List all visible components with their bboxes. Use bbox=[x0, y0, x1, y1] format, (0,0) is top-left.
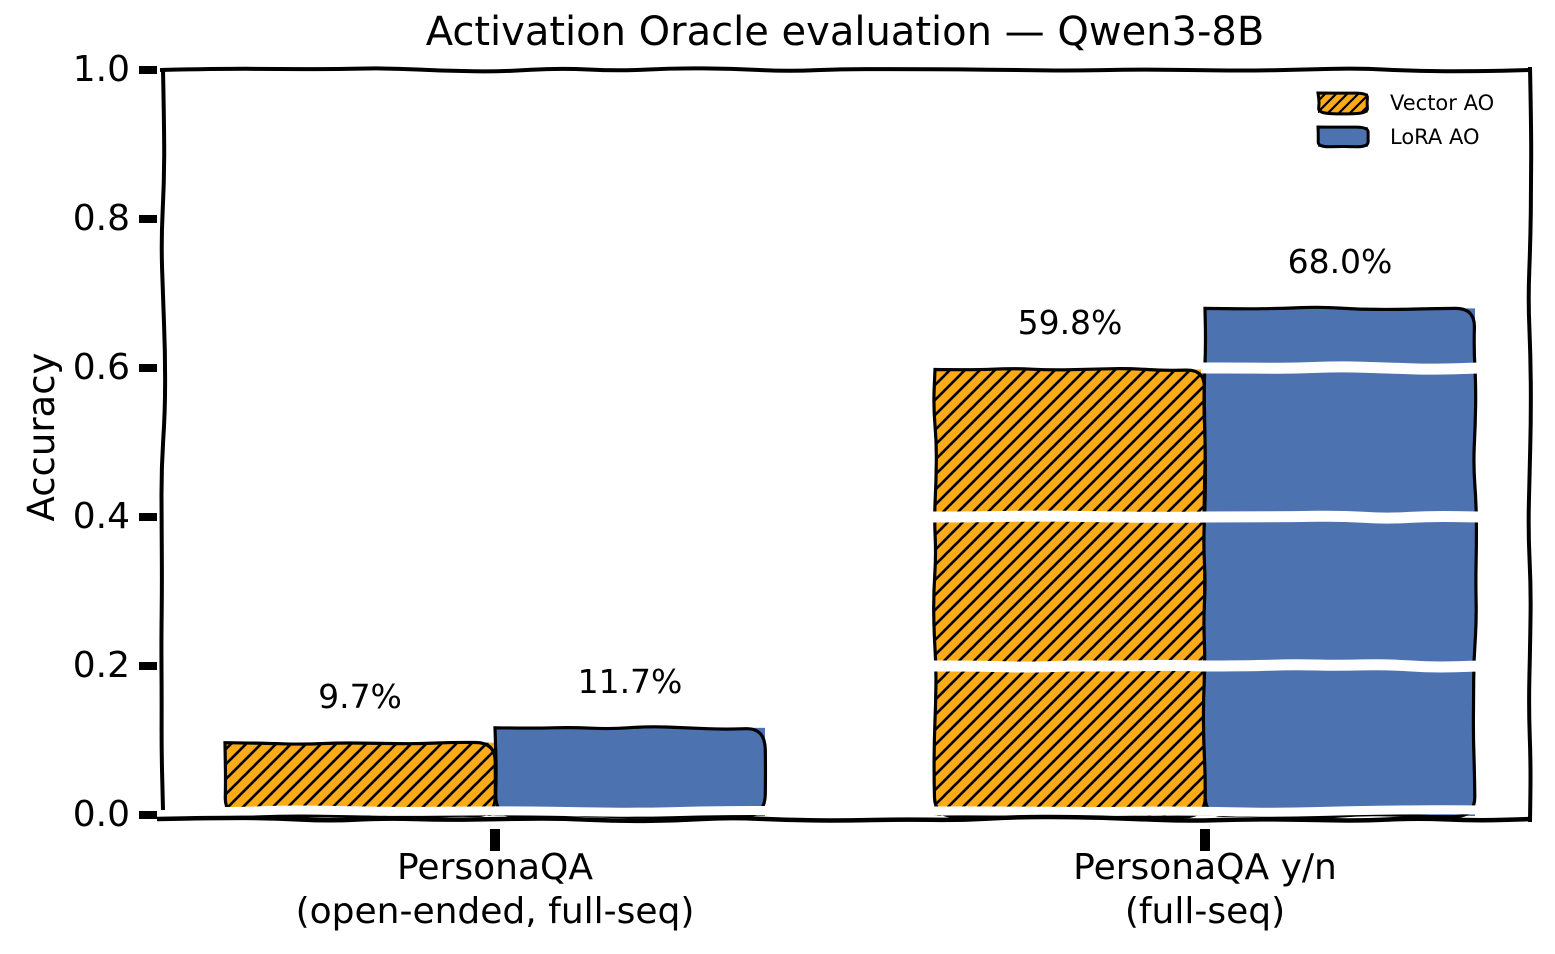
value-label-vector-ao-1: 59.8% bbox=[1017, 303, 1123, 343]
gridline-band bbox=[930, 510, 1210, 523]
y-tick-label-0.6: 0.6 bbox=[72, 347, 130, 388]
x-tick-label-line: (full-seq) bbox=[1124, 891, 1286, 932]
gridline-band bbox=[1200, 510, 1480, 524]
axis-spine-right bbox=[1526, 66, 1534, 823]
x-tick-label-line: PersonaQA bbox=[397, 847, 593, 888]
y-axis-label: Accuracy bbox=[20, 352, 63, 522]
gridline-band bbox=[1200, 659, 1480, 673]
bar-lora-ao-1 bbox=[1205, 308, 1475, 816]
x-tick-label-0: PersonaQA (open-ended, full-seq) bbox=[185, 846, 805, 934]
x-tick-label-line: (open-ended, full-seq) bbox=[295, 891, 695, 932]
axis-spine-bottom bbox=[156, 814, 1533, 824]
bar-lora-ao-0 bbox=[495, 727, 765, 816]
y-tick-label-0.8: 0.8 bbox=[72, 198, 130, 239]
gridline-band bbox=[1200, 361, 1480, 375]
x-tick-label-line: PersonaQA y/n bbox=[1073, 847, 1337, 888]
axis-spine-top bbox=[159, 66, 1532, 74]
gridline-band bbox=[930, 659, 1210, 673]
y-tick-label-1.0: 1.0 bbox=[72, 49, 130, 90]
bar-vector-ao-0-hatch bbox=[225, 742, 495, 816]
value-label-vector-ao-0: 9.7% bbox=[318, 676, 402, 716]
value-label-lora-ao-0: 11.7% bbox=[577, 661, 683, 701]
y-tick-label-0.4: 0.4 bbox=[72, 496, 130, 537]
x-tick-label-1: PersonaQA y/n (full-seq) bbox=[895, 846, 1515, 934]
bar-vector-ao-1-hatch bbox=[935, 369, 1205, 816]
legend-swatch-vector-ao-hatch bbox=[1318, 93, 1368, 113]
legend-label-lora-ao: LoRA AO bbox=[1390, 125, 1480, 149]
legend-label-vector-ao: Vector AO bbox=[1390, 91, 1495, 115]
value-label-lora-ao-1: 68.0% bbox=[1287, 242, 1393, 282]
axis-spine-left bbox=[159, 69, 168, 811]
chart-title: Activation Oracle evaluation — Qwen3-8B bbox=[425, 9, 1265, 55]
y-tick-label-0.2: 0.2 bbox=[72, 645, 130, 686]
legend-swatch-lora-ao-outline bbox=[1316, 125, 1370, 149]
legend-swatch-lora-ao bbox=[1318, 127, 1368, 147]
y-tick-label-0.0: 0.0 bbox=[72, 794, 130, 835]
legend-swatch-vector-ao-outline bbox=[1316, 91, 1369, 116]
baseline-band bbox=[167, 805, 1527, 817]
